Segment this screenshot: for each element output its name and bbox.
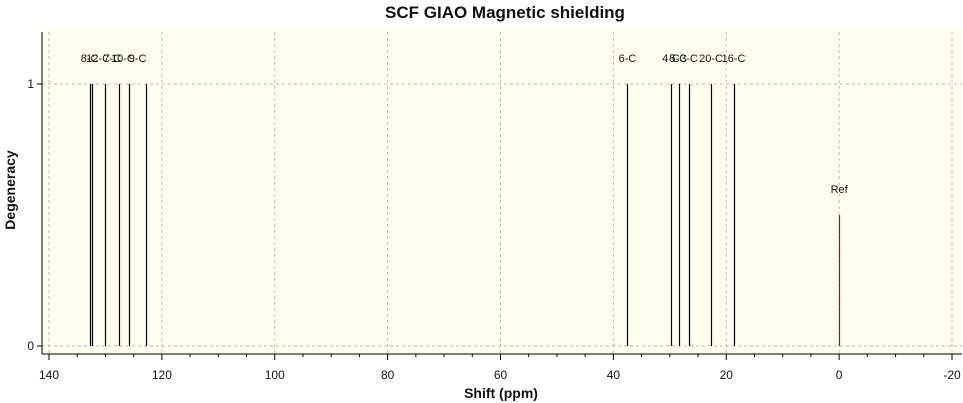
x-tick-label: 140 — [39, 368, 59, 382]
x-tick-label: 60 — [494, 368, 508, 382]
x-tick-label: 80 — [381, 368, 395, 382]
peak-label: 5-C — [669, 53, 687, 65]
peak-label: 20-C — [699, 53, 723, 65]
peak-label: 16-C — [722, 53, 746, 65]
peak-label: 7-C — [103, 53, 121, 65]
x-tick-label: -20 — [943, 368, 961, 382]
x-tick-label: 120 — [152, 368, 172, 382]
x-axis-label: Shift (ppm) — [464, 385, 538, 401]
peak-label: 12-C — [86, 53, 110, 65]
peak-label: 4-C — [662, 53, 680, 65]
peak-label: 9-C — [129, 53, 147, 65]
x-axis-ticks: 140 120 100 80 60 40 20 0 -20 — [39, 354, 961, 382]
chart-title: SCF GIAO Magnetic shielding — [385, 3, 625, 22]
peak-label: 3-C — [680, 53, 698, 65]
peaks — [89, 84, 841, 346]
x-tick-label: 0 — [836, 368, 843, 382]
y-tick-label: 1 — [27, 77, 34, 91]
y-axis-label: Degeneracy — [2, 150, 18, 230]
x-tick-label: 100 — [265, 368, 285, 382]
peak-labels: 8-C12-C7-C10-C9-C 6-C 4-C5-C3-C 20-C16-C Ref — [81, 53, 849, 196]
peak-label: 10-C — [111, 53, 135, 65]
y-axis-ticks: 01 — [27, 77, 42, 353]
peak-label: 8-C — [81, 53, 99, 65]
x-tick-label: 40 — [607, 368, 621, 382]
peak-label: 6-C — [619, 53, 637, 65]
peak-label: Ref — [831, 184, 849, 196]
y-tick-label: 0 — [27, 339, 34, 353]
plot-area — [42, 26, 962, 354]
x-tick-label: 20 — [720, 368, 734, 382]
